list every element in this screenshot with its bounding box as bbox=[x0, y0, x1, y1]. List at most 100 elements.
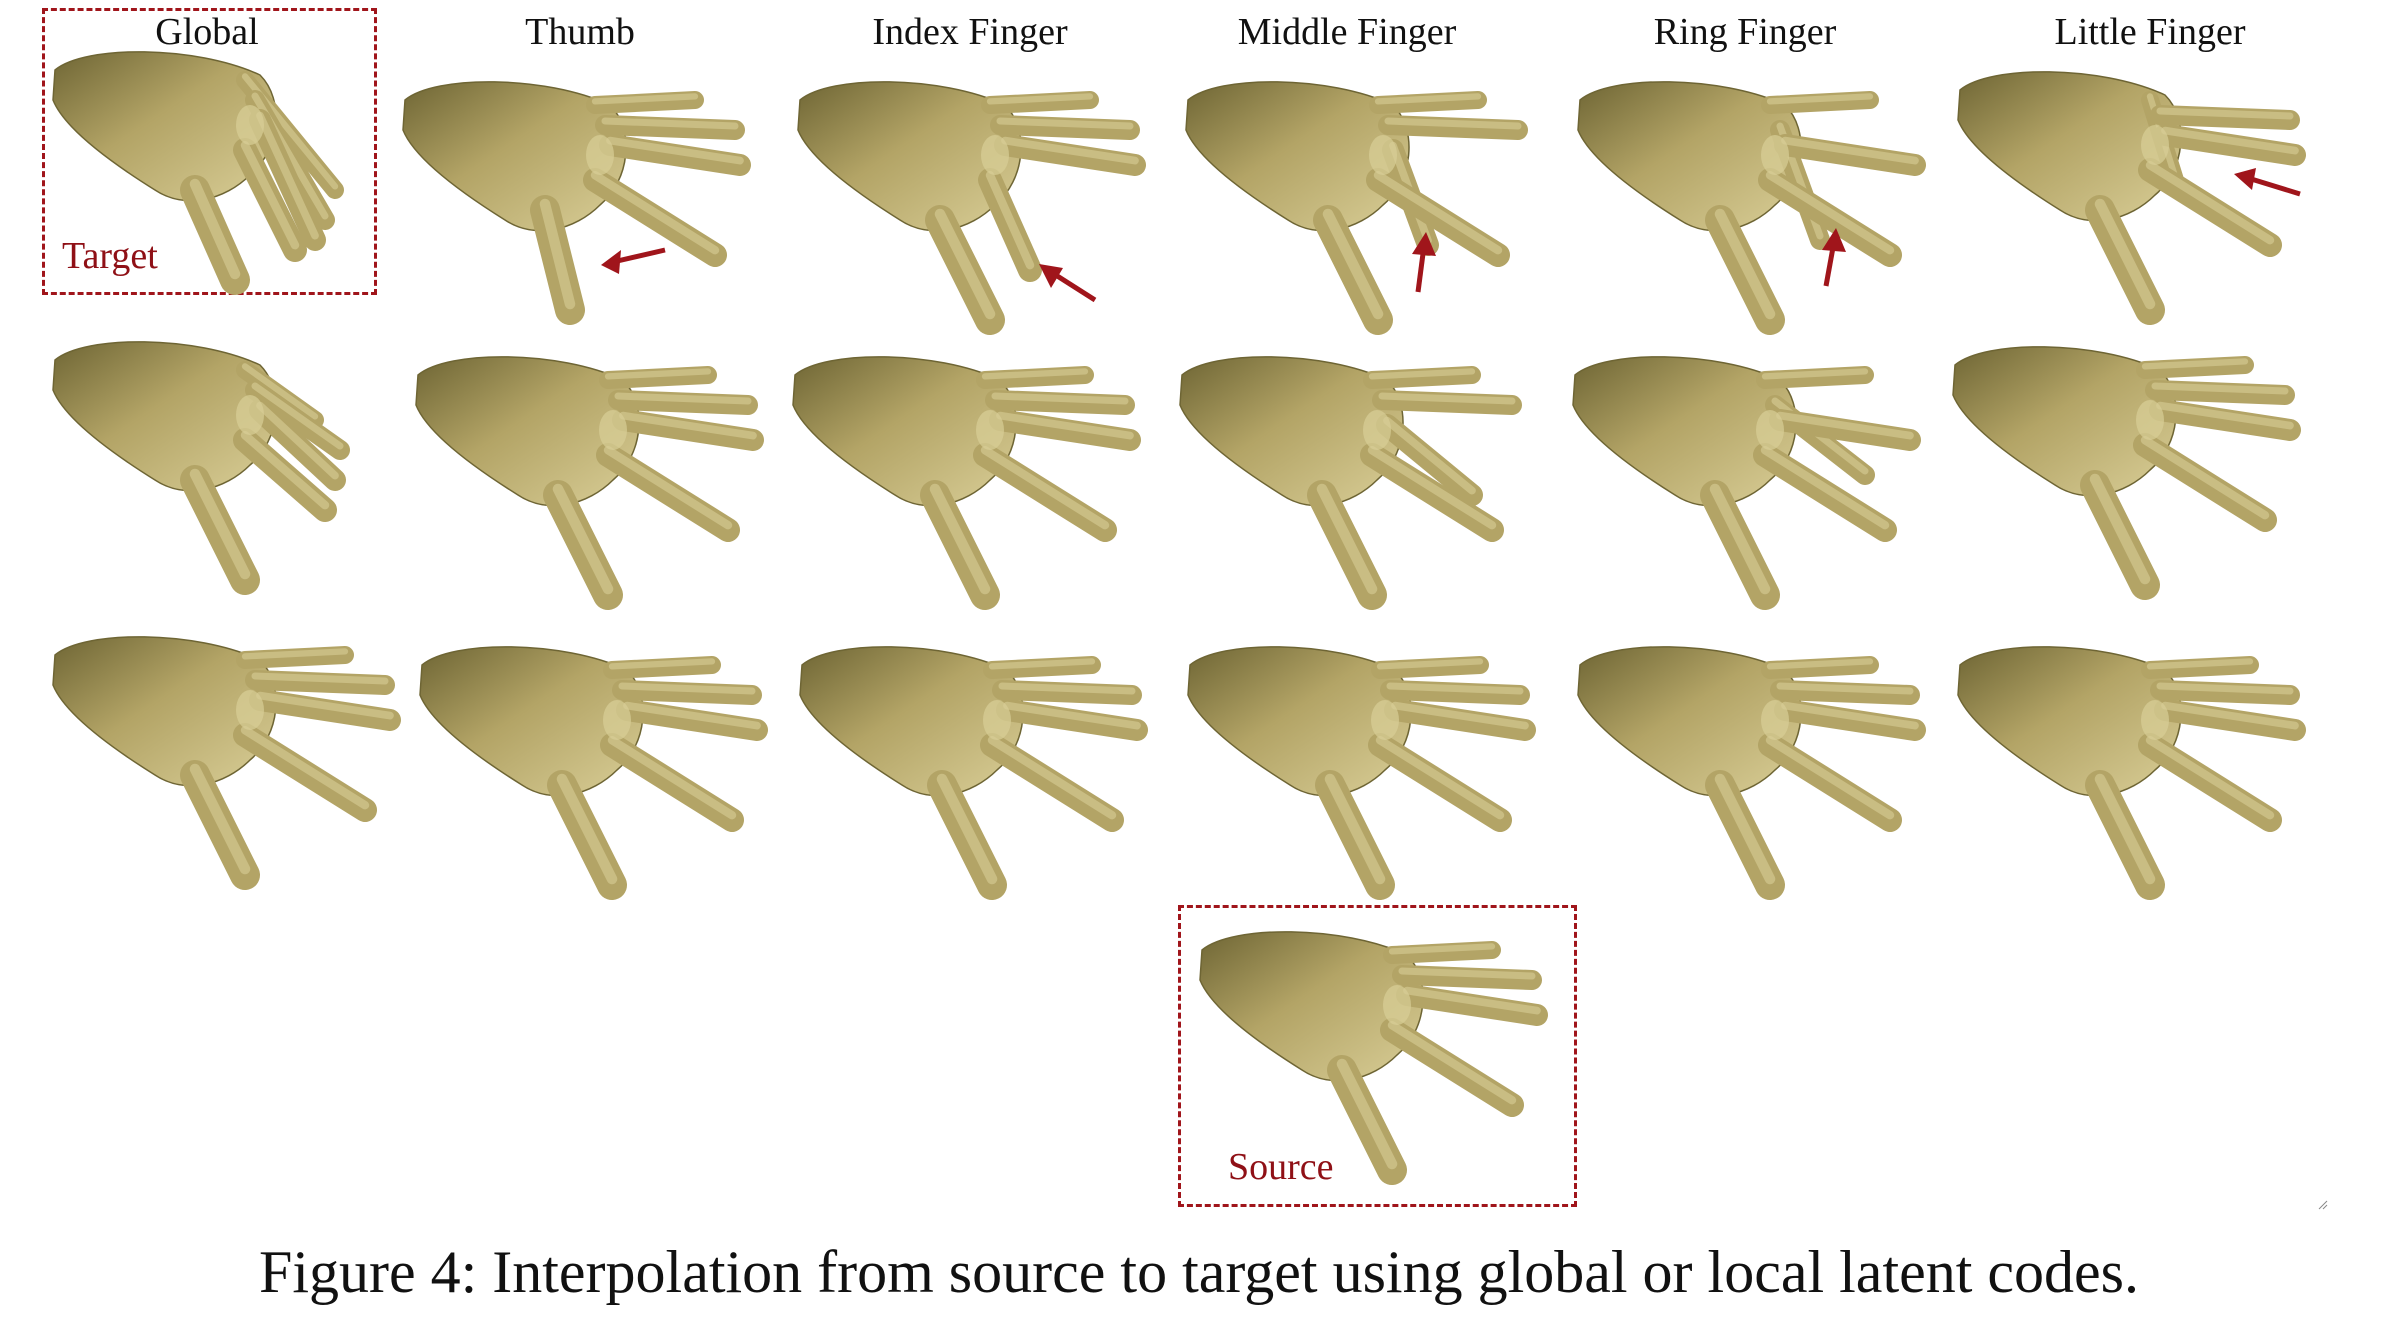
little-finger-highlight bbox=[2141, 358, 2249, 370]
ring-finger-shape bbox=[1378, 115, 1528, 140]
knuckle-shape bbox=[599, 410, 627, 450]
hand-image bbox=[52, 636, 401, 890]
ring-finger-highlight bbox=[1386, 682, 1524, 695]
column-header-ring-finger: Ring Finger bbox=[1653, 11, 1837, 53]
figure-caption: Figure 4: Interpolation from source to t… bbox=[258, 1239, 2140, 1305]
middle-finger-shape bbox=[612, 409, 764, 451]
middle-finger-shape bbox=[616, 699, 768, 741]
middle-finger-highlight bbox=[2161, 701, 2299, 730]
hand-render-index-row2 bbox=[785, 345, 1145, 615]
resize-grip-icon bbox=[2318, 1200, 2328, 1210]
palm-shape bbox=[1572, 356, 1797, 507]
middle-finger-highlight bbox=[1781, 701, 1919, 730]
middle-finger-shape bbox=[996, 699, 1148, 741]
index-finger-highlight bbox=[240, 725, 370, 810]
palm-shape bbox=[1957, 646, 2182, 797]
palm-shape bbox=[792, 356, 1017, 507]
little-finger-shape bbox=[599, 366, 717, 389]
palm-shape bbox=[1577, 646, 1802, 797]
middle-finger-shape bbox=[2154, 124, 2306, 166]
ring-finger-highlight bbox=[601, 117, 739, 130]
index-finger-highlight bbox=[1765, 735, 1895, 820]
little-finger-shape bbox=[976, 366, 1094, 389]
ring-finger-highlight bbox=[1378, 392, 1516, 405]
palm-shape bbox=[1199, 931, 1424, 1082]
hand-render-index-row3 bbox=[792, 635, 1152, 905]
hand-render-middle-row2 bbox=[1172, 345, 1532, 615]
middle-finger-shape bbox=[994, 134, 1146, 176]
ring-finger-shape bbox=[612, 680, 762, 705]
thumb-finger-highlight bbox=[1709, 483, 1771, 595]
target-label: Target bbox=[62, 235, 158, 277]
index-finger-highlight bbox=[240, 430, 330, 510]
index-finger-highlight bbox=[1760, 445, 1890, 530]
knuckle-shape bbox=[236, 395, 264, 435]
ring-finger-shape bbox=[1392, 965, 1542, 990]
thumb-finger-highlight bbox=[1714, 208, 1776, 320]
little-finger-highlight bbox=[1376, 658, 1484, 670]
middle-finger-highlight bbox=[996, 411, 1134, 440]
hand-image bbox=[415, 356, 764, 610]
hand-image bbox=[419, 646, 768, 900]
knuckle-shape bbox=[2141, 700, 2169, 740]
index-finger-highlight bbox=[607, 735, 737, 820]
palm-shape bbox=[415, 356, 640, 507]
little-finger-highlight bbox=[1368, 368, 1476, 380]
ring-finger-shape bbox=[608, 390, 758, 415]
middle-finger-highlight bbox=[623, 701, 761, 730]
middle-finger-shape bbox=[2154, 699, 2306, 741]
knuckle-shape bbox=[603, 700, 631, 740]
hand-image bbox=[797, 81, 1146, 335]
knuckle-shape bbox=[976, 410, 1004, 450]
index-finger-highlight bbox=[590, 170, 720, 255]
middle-finger-highlight bbox=[2161, 126, 2299, 155]
ring-finger-highlight bbox=[251, 382, 344, 450]
hand-render-thumb-row3 bbox=[412, 635, 772, 905]
thumb-finger-highlight bbox=[539, 198, 576, 310]
hand-render-ring-row1 bbox=[1570, 70, 1930, 340]
index-finger-highlight bbox=[2145, 735, 2275, 820]
little-finger-highlight bbox=[1388, 943, 1496, 955]
little-finger-shape bbox=[1371, 656, 1489, 679]
ring-finger-highlight bbox=[2156, 682, 2294, 695]
index-finger-highlight bbox=[980, 445, 1110, 530]
thumb-finger-highlight bbox=[189, 763, 251, 875]
index-finger-highlight bbox=[1373, 170, 1503, 255]
ring-finger-highlight bbox=[998, 682, 1136, 695]
hand-render-ring-row2 bbox=[1565, 345, 1925, 615]
middle-finger-highlight bbox=[256, 691, 394, 720]
thumb-finger-highlight bbox=[189, 178, 241, 280]
arrow-icon-little-finger bbox=[2234, 168, 2301, 197]
middle-finger-highlight bbox=[256, 401, 339, 480]
knuckle-shape bbox=[1383, 985, 1411, 1025]
ring-finger-shape bbox=[245, 670, 395, 695]
hand-render-thumb-row1 bbox=[395, 70, 755, 340]
hand-image bbox=[1952, 346, 2301, 600]
ring-finger-shape bbox=[2145, 380, 2295, 405]
index-finger-highlight bbox=[985, 170, 1035, 270]
little-finger-shape bbox=[236, 646, 354, 669]
palm-shape bbox=[1185, 81, 1410, 232]
knuckle-shape bbox=[981, 135, 1009, 175]
little-finger-highlight bbox=[604, 368, 712, 380]
ring-finger-highlight bbox=[251, 672, 389, 685]
ring-finger-shape bbox=[1380, 680, 1530, 705]
little-finger-highlight bbox=[591, 93, 699, 105]
thumb-finger-highlight bbox=[556, 773, 618, 885]
thumb-finger-highlight bbox=[2094, 198, 2156, 310]
little-finger-shape bbox=[1363, 366, 1481, 389]
middle-finger-highlight bbox=[1003, 701, 1141, 730]
middle-finger-highlight bbox=[256, 111, 319, 240]
target-box bbox=[42, 8, 377, 295]
ring-finger-highlight bbox=[2156, 107, 2294, 120]
ring-finger-highlight bbox=[1776, 682, 1914, 695]
little-finger-shape bbox=[1756, 366, 1874, 389]
thumb-finger-highlight bbox=[1714, 773, 1776, 885]
arrow-icon-middle-finger bbox=[1412, 232, 1436, 293]
hand-image bbox=[52, 341, 350, 595]
index-finger-highlight bbox=[240, 140, 300, 250]
palm-shape bbox=[1187, 646, 1412, 797]
hand-render-little-row2 bbox=[1945, 335, 2305, 605]
hand-render-little-row3 bbox=[1950, 635, 2310, 905]
